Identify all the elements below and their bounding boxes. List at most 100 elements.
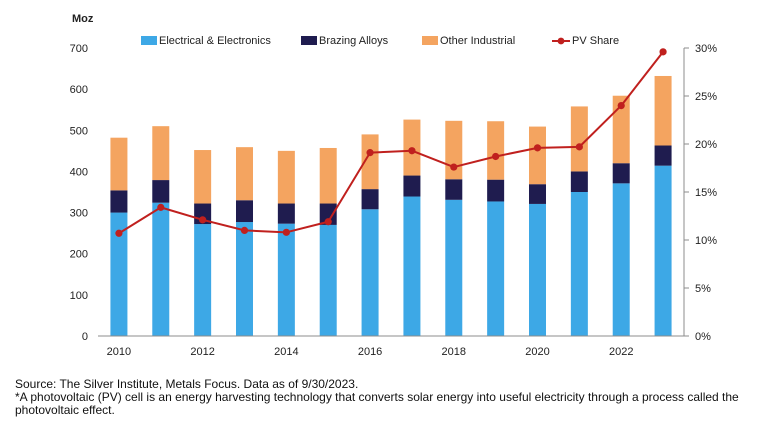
- bar-segment: [529, 184, 546, 204]
- chart-area: Moz Electrical & Electronics Brazing Allo…: [70, 13, 718, 358]
- pv-share-point: [659, 48, 667, 56]
- x-tick-label: 2010: [107, 346, 131, 358]
- bar-segment: [612, 183, 630, 336]
- pv-share-point: [408, 147, 416, 155]
- bar-segment: [654, 75, 672, 146]
- bar-segment: [319, 147, 337, 204]
- x-tick-label: 2020: [525, 346, 549, 358]
- bar-segment: [570, 192, 588, 336]
- x-tick-label: 2016: [358, 346, 382, 358]
- pv-definition-note: *A photovoltaic (PV) cell is an energy h…: [15, 390, 739, 417]
- pv-share-point: [617, 102, 625, 110]
- bar-segment: [487, 121, 505, 180]
- legend-swatch: [301, 36, 317, 45]
- legend-swatch: [141, 36, 157, 45]
- pv-share-line-series: [115, 48, 667, 237]
- bar-segment: [110, 190, 128, 213]
- bar-segment: [152, 180, 170, 203]
- pv-share-point: [199, 216, 207, 224]
- bar-segment: [236, 200, 253, 223]
- bar-segment: [654, 165, 672, 336]
- bar-segment: [110, 212, 128, 336]
- pv-share-point: [157, 203, 165, 211]
- bar-segment: [277, 150, 295, 204]
- pv-share-point: [575, 143, 583, 151]
- bar-segment: [319, 224, 337, 336]
- bar-segment: [236, 147, 253, 201]
- left-tick-label: 0: [82, 331, 88, 343]
- left-tick-label: 700: [70, 43, 88, 55]
- legend-label: Brazing Alloys: [319, 35, 389, 47]
- left-tick-label: 100: [70, 290, 88, 302]
- x-tick-label: 2014: [274, 346, 298, 358]
- bar-segment: [361, 209, 379, 336]
- left-axis-ticks: 0 100 200 300 400 500 600 700: [70, 43, 88, 343]
- bar-segment: [194, 150, 212, 204]
- legend-item: PV Share: [552, 35, 619, 47]
- axes: [98, 48, 685, 337]
- bar-segment: [529, 126, 546, 185]
- left-tick-label: 500: [70, 125, 88, 137]
- x-tick-label: 2022: [609, 346, 633, 358]
- pv-share-point: [240, 226, 249, 234]
- bar-segment: [570, 171, 588, 192]
- bar-segment: [194, 224, 212, 336]
- bar-segment: [445, 199, 463, 336]
- x-tick-label: 2012: [190, 346, 214, 358]
- legend-item: Electrical & Electronics: [141, 35, 271, 47]
- pv-share-point: [492, 152, 500, 161]
- legend-item: Brazing Alloys: [301, 35, 389, 47]
- bar-segment: [445, 179, 463, 200]
- bar-segment: [403, 196, 421, 336]
- legend-marker: [557, 37, 565, 45]
- legend-label: Other Industrial: [440, 35, 515, 47]
- pv-share-point: [282, 228, 290, 236]
- pv-share-point: [366, 149, 374, 157]
- bar-segment: [152, 202, 170, 336]
- left-tick-label: 600: [70, 84, 88, 96]
- legend-swatch: [422, 36, 438, 45]
- right-tick-label: 25%: [695, 91, 717, 103]
- bar-segment: [361, 189, 379, 210]
- silver-demand-chart: Moz Electrical & Electronics Brazing Allo…: [70, 13, 718, 358]
- pv-share-point: [115, 229, 123, 237]
- x-tick-label: 2018: [442, 346, 466, 358]
- left-tick-label: 300: [70, 208, 88, 220]
- bar-segment: [529, 203, 546, 336]
- x-axis-ticks: 2010 2012 2014 2016 2018 2020 2022: [107, 346, 634, 358]
- legend-label: PV Share: [572, 35, 619, 47]
- bar-segment: [319, 203, 337, 225]
- pv-share-point: [533, 144, 542, 152]
- pv-share-point: [324, 218, 332, 226]
- pv-share-line: [118, 51, 664, 235]
- source-note: Source: The Silver Institute, Metals Foc…: [15, 377, 359, 391]
- bar-segment: [487, 201, 505, 336]
- legend-item: Other Industrial: [422, 35, 515, 47]
- bar-segment: [487, 179, 505, 202]
- right-axis-ticks: 0% 5% 10% 15% 20% 25% 30%: [684, 43, 717, 343]
- bar-segment: [110, 137, 128, 191]
- pv-share-point: [450, 163, 458, 171]
- right-tick-label: 0%: [695, 331, 711, 343]
- right-tick-label: 15%: [695, 187, 717, 199]
- bar-segment: [570, 106, 588, 172]
- bar-segment: [277, 203, 295, 224]
- bar-segment: [361, 134, 379, 190]
- bar-segment: [612, 95, 630, 164]
- left-tick-label: 200: [70, 249, 88, 261]
- bar-segment: [654, 145, 672, 166]
- y-axis-unit-label: Moz: [72, 13, 94, 25]
- bar-series: [110, 75, 672, 336]
- chart-footer: Source: The Silver Institute, Metals Foc…: [15, 378, 775, 417]
- right-tick-label: 10%: [695, 235, 717, 247]
- right-tick-label: 5%: [695, 283, 711, 295]
- right-tick-label: 30%: [695, 43, 717, 55]
- legend-label: Electrical & Electronics: [159, 35, 271, 47]
- left-tick-label: 400: [70, 166, 88, 178]
- bar-segment: [236, 222, 253, 336]
- bar-segment: [612, 163, 630, 184]
- legend: Electrical & Electronics Brazing Alloys Ot…: [141, 35, 619, 47]
- right-tick-label: 20%: [695, 139, 717, 151]
- bar-segment: [152, 126, 170, 181]
- bar-segment: [277, 223, 295, 336]
